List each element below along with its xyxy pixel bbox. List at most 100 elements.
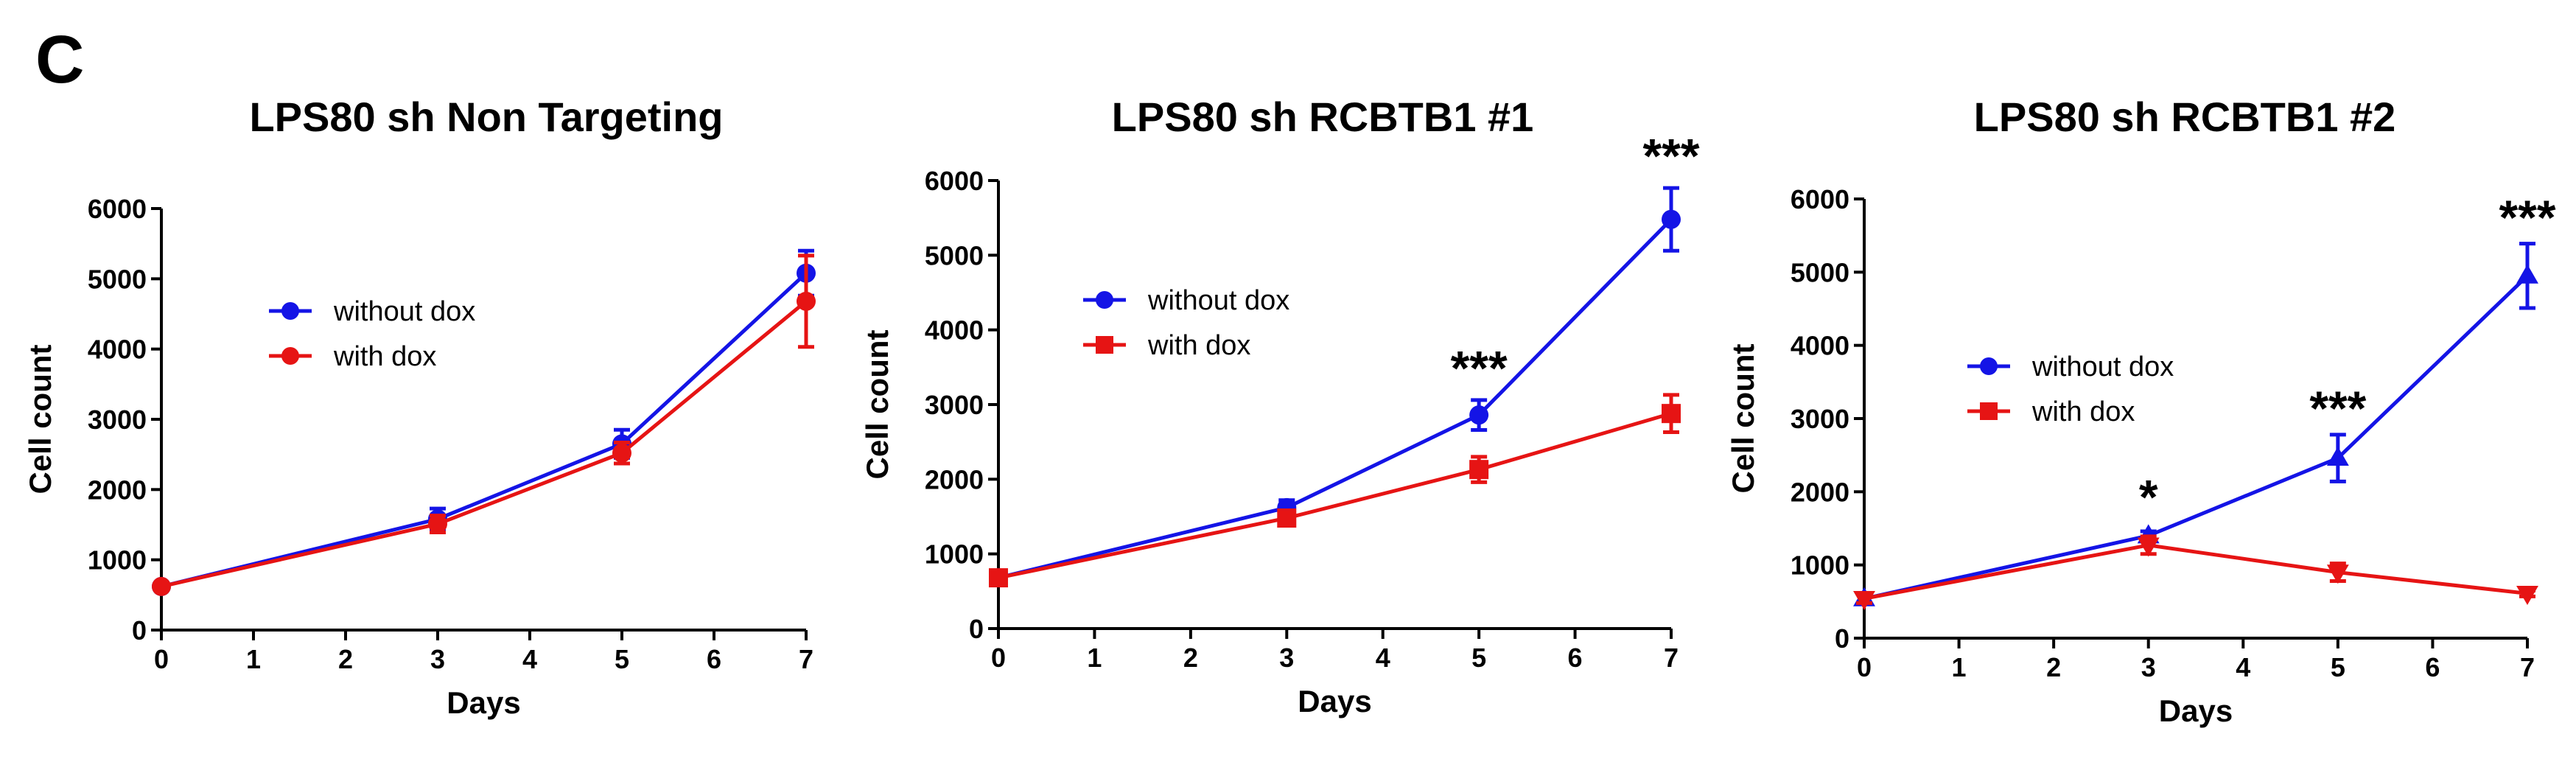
x-tick-label: 3 xyxy=(430,644,445,674)
series-line xyxy=(161,299,808,589)
series-line xyxy=(998,411,1672,580)
y-tick-label: 3000 xyxy=(1791,404,1849,434)
y-tick-label: 5000 xyxy=(1791,257,1849,287)
x-tick-label: 4 xyxy=(522,644,537,674)
x-tick-label: 6 xyxy=(2425,652,2440,682)
chart-rcbtb1-2: LPS80 sh RCBTB1 #2 0 1000 2000 3000 4000 5000 6… xyxy=(1726,94,2556,728)
y-tick-label: 1000 xyxy=(925,539,984,570)
legend: without dox with dox xyxy=(1083,285,1289,361)
significance-label: *** xyxy=(2309,381,2366,436)
chart-title: LPS80 sh RCBTB1 #1 xyxy=(1112,94,1534,140)
legend-label: with dox xyxy=(1147,330,1250,361)
series-line xyxy=(1863,543,2528,601)
data-point xyxy=(1662,209,1681,229)
y-tick-label: 5000 xyxy=(88,264,147,294)
chart-rcbtb1-1: LPS80 sh RCBTB1 #1 0 1000 2000 3000 4000 5000 6… xyxy=(860,94,1700,718)
y-tick-label: 4000 xyxy=(1791,331,1849,361)
x-axis-label: Days xyxy=(447,685,520,720)
data-point xyxy=(1469,405,1489,425)
x-tick-label: 5 xyxy=(615,644,629,674)
y-tick-label: 4000 xyxy=(88,335,147,365)
legend-label: without dox xyxy=(2031,351,2174,382)
x-tick-label: 3 xyxy=(2141,652,2156,682)
y-tick-label: 1000 xyxy=(88,545,147,576)
y-tick-label: 0 xyxy=(132,615,147,646)
data-point xyxy=(989,568,1008,588)
x-tick-label: 5 xyxy=(2331,652,2345,682)
legend-marker xyxy=(1096,336,1113,354)
y-tick-label: 3000 xyxy=(925,390,984,420)
x-axis-label: Days xyxy=(2159,693,2233,728)
y-tick-label: 2000 xyxy=(925,464,984,494)
y-tick-label: 0 xyxy=(1835,623,1849,654)
legend-marker xyxy=(281,347,299,365)
series-with-dox xyxy=(1853,534,2538,610)
significance-label: *** xyxy=(1642,128,1699,183)
y-axis-label: Cell count xyxy=(1726,343,1760,493)
x-tick-label: 4 xyxy=(2236,652,2250,682)
x-tick-label: 0 xyxy=(991,643,1006,673)
data-point xyxy=(152,576,171,596)
y-tick-label: 2000 xyxy=(88,475,147,505)
chart-non-targeting: LPS80 sh Non Targeting 0 1000 2000 3000 4000 5… xyxy=(23,94,816,720)
legend-label: without dox xyxy=(333,296,475,327)
y-tick-label: 5000 xyxy=(925,240,984,270)
x-tick-label: 7 xyxy=(1664,643,1679,673)
series-with-dox xyxy=(152,253,816,596)
legend-label: with dox xyxy=(333,341,436,372)
legend: without dox with dox xyxy=(269,296,475,372)
y-tick-label: 3000 xyxy=(88,405,147,435)
y-tick-label: 1000 xyxy=(1791,550,1849,581)
legend-marker xyxy=(1980,402,1998,420)
x-tick-label: 6 xyxy=(707,644,721,674)
data-point xyxy=(2516,586,2538,606)
y-axis-label: Cell count xyxy=(23,344,57,494)
data-point xyxy=(797,291,816,311)
x-tick-label: 2 xyxy=(2046,652,2061,682)
data-point xyxy=(2326,564,2349,584)
legend-marker xyxy=(1096,291,1113,309)
data-point xyxy=(612,443,631,463)
significance-label: *** xyxy=(2499,190,2555,245)
y-tick-label: 6000 xyxy=(925,166,984,196)
series-line xyxy=(161,271,808,589)
data-point xyxy=(1469,460,1489,480)
y-tick-label: 2000 xyxy=(1791,477,1849,507)
x-tick-label: 5 xyxy=(1471,643,1486,673)
y-axis-label: Cell count xyxy=(860,329,895,479)
data-point xyxy=(1662,404,1681,424)
legend-marker xyxy=(1980,357,1998,375)
chart-title: LPS80 sh RCBTB1 #2 xyxy=(1974,94,2396,140)
y-tick-label: 6000 xyxy=(88,194,147,224)
data-point xyxy=(2137,537,2160,557)
x-tick-label: 7 xyxy=(799,644,813,674)
series-line xyxy=(1863,274,2529,601)
x-tick-label: 0 xyxy=(154,644,169,674)
panel-letter: C xyxy=(35,22,84,97)
series-with-dox xyxy=(989,393,1681,588)
x-tick-label: 3 xyxy=(1279,643,1294,673)
significance-label: * xyxy=(2139,469,2158,524)
x-tick-label: 1 xyxy=(1952,652,1967,682)
legend-marker xyxy=(281,302,299,320)
legend: without dox with dox xyxy=(1967,351,2174,427)
data-point xyxy=(2326,447,2349,466)
x-tick-label: 2 xyxy=(1183,643,1198,673)
x-tick-label: 1 xyxy=(1087,643,1102,673)
data-point xyxy=(1277,508,1297,528)
significance-label: *** xyxy=(1451,340,1508,395)
x-tick-label: 0 xyxy=(1857,652,1872,682)
x-tick-label: 6 xyxy=(1568,643,1583,673)
x-axis-label: Days xyxy=(1298,684,1371,718)
x-tick-label: 7 xyxy=(2520,652,2535,682)
x-tick-label: 1 xyxy=(246,644,261,674)
series-without-dox xyxy=(989,186,1681,588)
series-line xyxy=(998,217,1673,580)
y-tick-label: 6000 xyxy=(1791,184,1849,214)
data-point xyxy=(428,514,447,534)
chart-title: LPS80 sh Non Targeting xyxy=(249,94,723,140)
x-tick-label: 2 xyxy=(338,644,353,674)
x-tick-label: 4 xyxy=(1376,643,1390,673)
series-without-dox xyxy=(152,248,816,596)
